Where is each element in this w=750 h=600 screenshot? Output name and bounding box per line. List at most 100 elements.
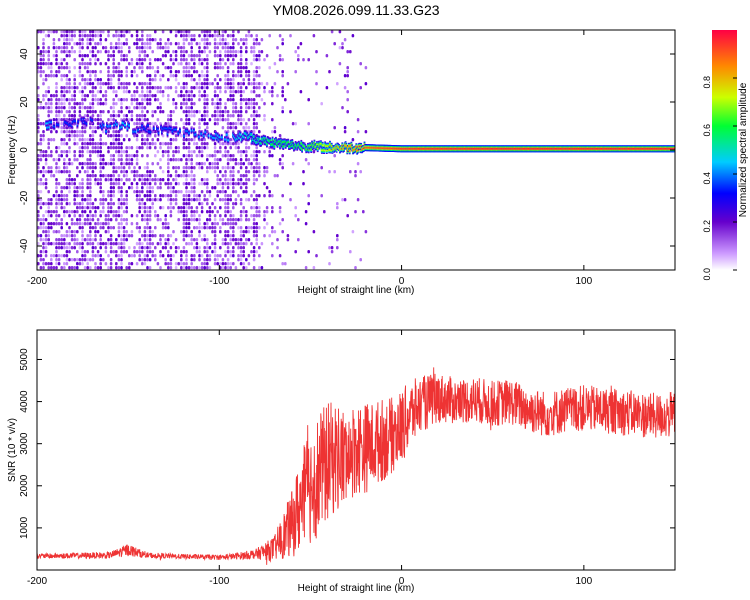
spectrogram-cell — [99, 166, 102, 170]
spectrogram-cell — [96, 182, 100, 186]
spectrogram-cell — [252, 46, 256, 50]
spectrogram-cell — [185, 194, 188, 198]
spectrogram-cell — [221, 238, 225, 242]
spectrogram-cell — [89, 90, 92, 94]
spectrogram-cell — [216, 98, 219, 102]
spectrogram-cell — [185, 34, 188, 38]
spectrogram-cell — [247, 162, 251, 166]
spectrogram-cell — [219, 226, 222, 230]
spectrogram-cell — [247, 146, 251, 150]
spectrogram-cell — [281, 58, 284, 62]
spectrogram-cell — [203, 38, 206, 42]
spectrogram-cell — [216, 106, 219, 110]
spectrogram-cell — [115, 66, 118, 70]
spectrogram-cell — [304, 266, 308, 270]
spectrogram-cell — [65, 198, 69, 202]
spectrogram-cell — [281, 90, 284, 94]
spectrogram-cell — [107, 118, 110, 122]
spectrogram-cell — [185, 74, 188, 78]
spectrogram-cell — [182, 54, 186, 58]
spectrogram-cell — [224, 234, 227, 238]
spectrogram-cell — [364, 82, 368, 86]
spectrogram-cell — [102, 162, 105, 166]
spectrogram-cell — [364, 130, 368, 134]
spectrogram-cell — [91, 138, 95, 142]
spectrogram-cell — [187, 34, 191, 38]
spectrogram-cell — [115, 178, 118, 182]
spectrogram-cell — [141, 34, 144, 38]
spectrogram-cell — [73, 142, 76, 146]
spectrogram-cell — [63, 198, 66, 202]
spectrogram-cell — [99, 238, 102, 242]
spectrogram-cell — [86, 242, 89, 246]
spectrogram-cell — [52, 158, 56, 162]
spectrogram-cell — [37, 126, 40, 130]
spectrogram-cell — [190, 190, 193, 194]
spectrogram-cell — [190, 178, 193, 182]
spectrogram-cell — [141, 110, 144, 114]
spectrogram-cell — [239, 262, 243, 266]
spectrogram-cell — [63, 90, 66, 94]
spectrogram-cell — [239, 102, 243, 106]
spectrogram-cell — [109, 190, 113, 194]
spectrogram-cell — [42, 30, 45, 34]
spectrogram-cell — [239, 210, 243, 214]
spectrogram-cell — [117, 82, 121, 86]
spectrogram-cell — [276, 70, 279, 74]
spectrogram-cell — [102, 30, 105, 34]
spectrogram-cell — [252, 106, 256, 110]
spectrogram-cell — [115, 150, 118, 154]
spectrogram-signal-cell — [462, 148, 465, 150]
spectrogram-cell — [73, 138, 76, 142]
spectrogram-cell — [138, 258, 141, 262]
spectrogram-cell — [185, 66, 188, 70]
spectrogram-cell — [91, 214, 95, 218]
spectrogram-cell — [99, 62, 102, 66]
spectrogram-cell — [206, 182, 209, 186]
spectrogram-cell — [195, 226, 199, 230]
spectrogram-cell — [107, 110, 110, 114]
spectrogram-cell — [96, 178, 100, 182]
spectrogram-cell — [185, 174, 188, 178]
spectrogram-cell — [96, 230, 100, 234]
spectrogram-cell — [39, 238, 43, 242]
spectrogram-cell — [229, 226, 232, 230]
spectrogram-cell — [148, 234, 152, 238]
spectrogram-cell — [187, 70, 191, 74]
spectrogram-cell — [229, 82, 232, 86]
spectrogram-cell — [229, 146, 232, 150]
spectrogram-cell — [174, 90, 178, 94]
spectrogram-cell — [128, 262, 131, 266]
spectrogram-signal-cell — [174, 128, 177, 131]
spectrogram-cell — [70, 178, 74, 182]
spectrogram-cell — [112, 194, 115, 198]
spectrogram-signal-cell — [284, 144, 287, 147]
spectrogram-cell — [122, 230, 126, 234]
spectrogram-cell — [125, 30, 128, 34]
spectrogram-cell — [229, 182, 232, 186]
spectrogram-cell — [138, 94, 141, 98]
spectrogram-cell — [125, 206, 128, 210]
spectrogram-cell — [37, 30, 40, 34]
spectrogram-cell — [135, 46, 139, 50]
spectrogram-cell — [273, 82, 277, 86]
spectrogram-cell — [156, 98, 160, 102]
spectrogram-cell — [234, 182, 238, 186]
spectrogram-signal-cell — [50, 121, 52, 124]
spectrogram-cell — [224, 118, 227, 122]
spectrogram-cell — [125, 202, 128, 206]
spectrogram-cell — [242, 266, 245, 270]
spectrogram-cell — [213, 238, 217, 242]
spectrogram-cell — [250, 62, 253, 66]
spectrogram-cell — [115, 170, 118, 174]
spectrogram-cell — [234, 202, 238, 206]
spectrogram-cell — [245, 70, 248, 74]
spectrogram-cell — [39, 170, 43, 174]
spectrogram-cell — [99, 162, 102, 166]
spectrogram-cell — [78, 42, 82, 46]
spectrogram-cell — [109, 78, 113, 82]
spectrogram-cell — [247, 106, 251, 110]
spectrogram-cell — [229, 174, 232, 178]
spectrogram-cell — [141, 70, 144, 74]
spectrogram-cell — [359, 170, 362, 174]
